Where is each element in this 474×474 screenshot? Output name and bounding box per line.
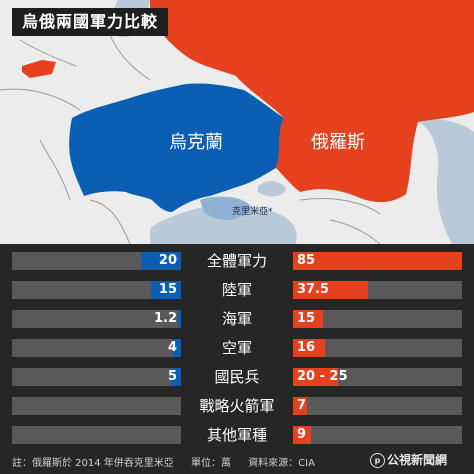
bar-russia (293, 252, 462, 270)
sea-of-azov (258, 181, 286, 197)
bar-track-russia (293, 397, 462, 415)
bar-ukraine (151, 281, 181, 299)
bar-russia (293, 339, 325, 357)
logo-text: 公視新聞網 (387, 453, 448, 467)
pts-logo-icon: p (370, 453, 385, 468)
bar-ukraine (178, 310, 181, 328)
value-label-russia: 37.5 (297, 282, 330, 297)
category-label: 其他軍種 (206, 426, 267, 444)
bar-ukraine (141, 252, 181, 270)
russia-label: 俄羅斯 (311, 132, 365, 153)
bar-ukraine (173, 339, 181, 357)
bar-ukraine (171, 368, 181, 386)
footer: 註：俄羅斯於 2014 年併吞克里米亞 單位：萬 資料來源：CIA (12, 454, 329, 469)
value-label-russia: 20 - 25 (297, 369, 348, 384)
value-label-ukraine: 20 (158, 253, 177, 268)
bar-track-russia (293, 339, 462, 357)
bar-track-russia (293, 310, 462, 328)
value-label-ukraine: 5 (167, 369, 177, 384)
category-label: 全體軍力 (206, 252, 267, 270)
bar-track-ukraine (12, 252, 181, 270)
bar-russia (293, 310, 323, 328)
caspian-sea (418, 119, 474, 244)
bar-track-ukraine (12, 368, 181, 386)
crimea-label: 克里米亞* (232, 205, 273, 217)
bar-track-russia (293, 426, 462, 444)
pts-logo: p 公視新聞網 (370, 451, 447, 468)
map: 烏克蘭 俄羅斯 克里米亞* (0, 0, 474, 244)
kaliningrad-shape (22, 60, 56, 78)
ukraine-label: 烏克蘭 (169, 132, 223, 153)
bar-russia (293, 397, 307, 415)
bar-track-ukraine (12, 281, 181, 299)
category-label: 陸軍 (221, 281, 252, 299)
footer-unit: 單位：萬 (191, 458, 231, 469)
value-label-ukraine: 4 (167, 340, 177, 355)
category-label: 戰略火箭軍 (199, 397, 275, 415)
bar-track-ukraine (12, 426, 181, 444)
russia-shape (150, 0, 474, 203)
crimea-shape (200, 196, 252, 220)
value-label-russia: 15 (297, 311, 316, 326)
chart-title: 烏俄兩國軍力比較 (12, 8, 169, 36)
ukraine-shape (69, 83, 284, 213)
category-label: 國民兵 (214, 368, 260, 386)
value-label-russia: 7 (297, 398, 307, 413)
bar-track-ukraine (12, 310, 181, 328)
bar-track-ukraine (12, 397, 181, 415)
value-label-ukraine: 15 (158, 282, 177, 297)
value-label-russia: 9 (297, 427, 307, 442)
footer-note: 註：俄羅斯於 2014 年併吞克里米亞 (12, 458, 174, 469)
value-label-russia: 85 (297, 253, 316, 268)
value-label-ukraine: 1.2 (153, 311, 177, 326)
bar-russia (293, 281, 368, 299)
bar-russia (293, 426, 311, 444)
bar-russia (293, 368, 338, 386)
value-label-russia: 16 (297, 340, 316, 355)
category-label: 海軍 (221, 310, 252, 328)
category-label: 空軍 (221, 339, 252, 357)
footer-source: 資料來源：CIA (248, 458, 315, 469)
bar-track-ukraine (12, 339, 181, 357)
black-sea (150, 204, 297, 244)
